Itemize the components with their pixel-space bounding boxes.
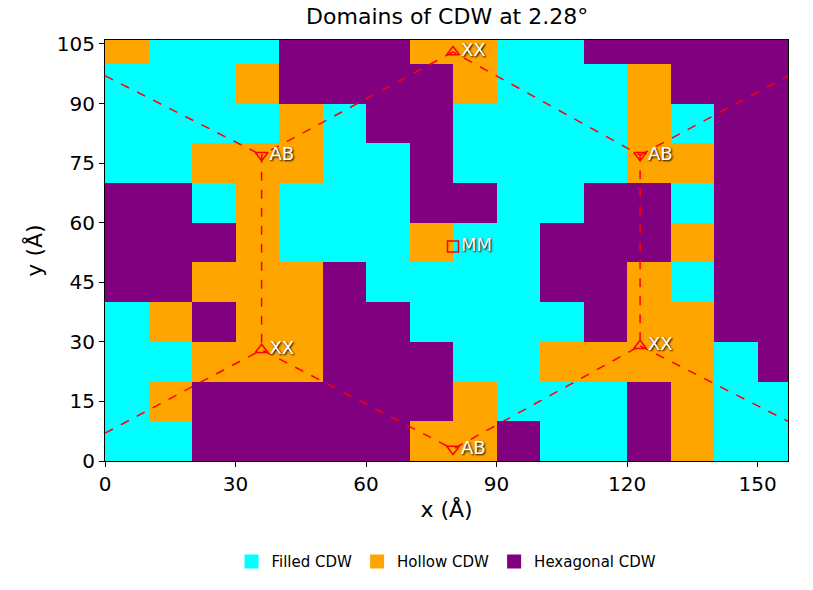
svg-text:60: 60 xyxy=(353,472,378,496)
svg-text:0: 0 xyxy=(82,449,95,473)
svg-text:Hexagonal CDW: Hexagonal CDW xyxy=(534,553,656,571)
svg-text:45: 45 xyxy=(70,270,95,294)
svg-text:75: 75 xyxy=(70,151,95,175)
svg-text:x (Å): x (Å) xyxy=(420,496,472,522)
svg-text:30: 30 xyxy=(223,472,248,496)
svg-text:XX: XX xyxy=(269,337,294,358)
svg-text:Filled CDW: Filled CDW xyxy=(272,553,353,571)
svg-text:MM: MM xyxy=(461,234,492,255)
svg-text:90: 90 xyxy=(484,472,509,496)
svg-text:60: 60 xyxy=(70,211,95,235)
svg-text:15: 15 xyxy=(70,389,95,413)
svg-text:90: 90 xyxy=(70,92,95,116)
svg-text:120: 120 xyxy=(608,472,646,496)
svg-text:Hollow CDW: Hollow CDW xyxy=(397,553,489,571)
svg-text:AB: AB xyxy=(648,143,673,164)
svg-text:105: 105 xyxy=(57,32,95,56)
svg-text:XX: XX xyxy=(461,39,486,60)
svg-text:AB: AB xyxy=(269,143,294,164)
svg-text:30: 30 xyxy=(70,330,95,354)
svg-text:y (Å): y (Å) xyxy=(21,224,47,276)
svg-text:AB: AB xyxy=(461,437,486,458)
svg-text:0: 0 xyxy=(99,472,112,496)
svg-text:XX: XX xyxy=(648,333,673,354)
svg-text:150: 150 xyxy=(738,472,776,496)
svg-text:Domains of CDW at 2.28°: Domains of CDW at 2.28° xyxy=(306,4,588,29)
